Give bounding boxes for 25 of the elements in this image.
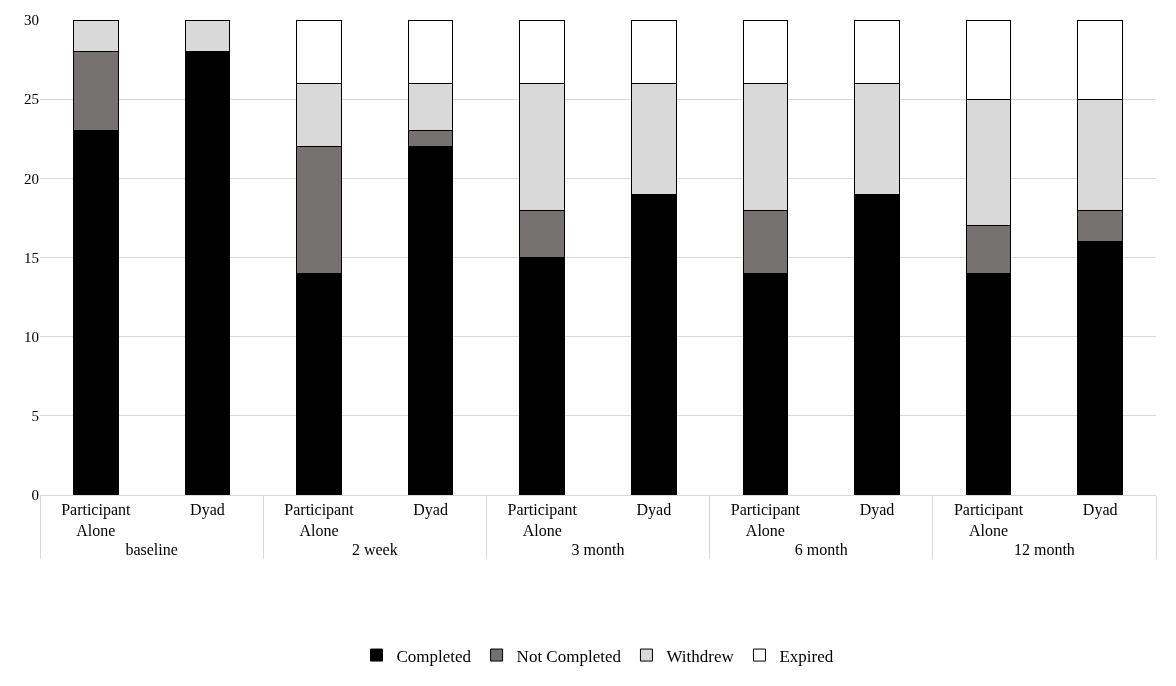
x-tick-label: Dyad [413, 501, 448, 520]
legend-label: Expired [779, 646, 834, 666]
y-tick-label: 25 [24, 91, 39, 108]
text: 3 month [571, 541, 625, 558]
legend-label: Completed [396, 646, 472, 666]
x-tick-label: Dyad [190, 501, 225, 520]
y-tick-label: 10 [24, 328, 39, 345]
x-tick-label: Participant Alone [507, 501, 578, 539]
x-tick-label: Dyad [636, 501, 672, 520]
x-tick-label: Participant Alone [284, 501, 355, 539]
y-tick-label: 15 [24, 249, 39, 266]
text: 6 month [794, 541, 848, 558]
x-tick-label: Participant Alone [730, 501, 801, 539]
y-tick-label: 5 [31, 408, 39, 425]
legend-label: Withdrew [666, 646, 735, 666]
y-tick-label: 20 [24, 170, 39, 187]
x-tick-label: Dyad [1082, 501, 1118, 520]
y-tick-label: 0 [31, 487, 39, 504]
text: baseline [125, 541, 178, 558]
x-tick-label: Dyad [859, 501, 895, 520]
text: 12 month [1013, 541, 1075, 558]
legend-label: Not Completed [516, 646, 622, 666]
y-tick-label: 30 [24, 12, 39, 29]
x-tick-label: Participant Alone [953, 501, 1024, 539]
text: 2 week [351, 541, 398, 558]
